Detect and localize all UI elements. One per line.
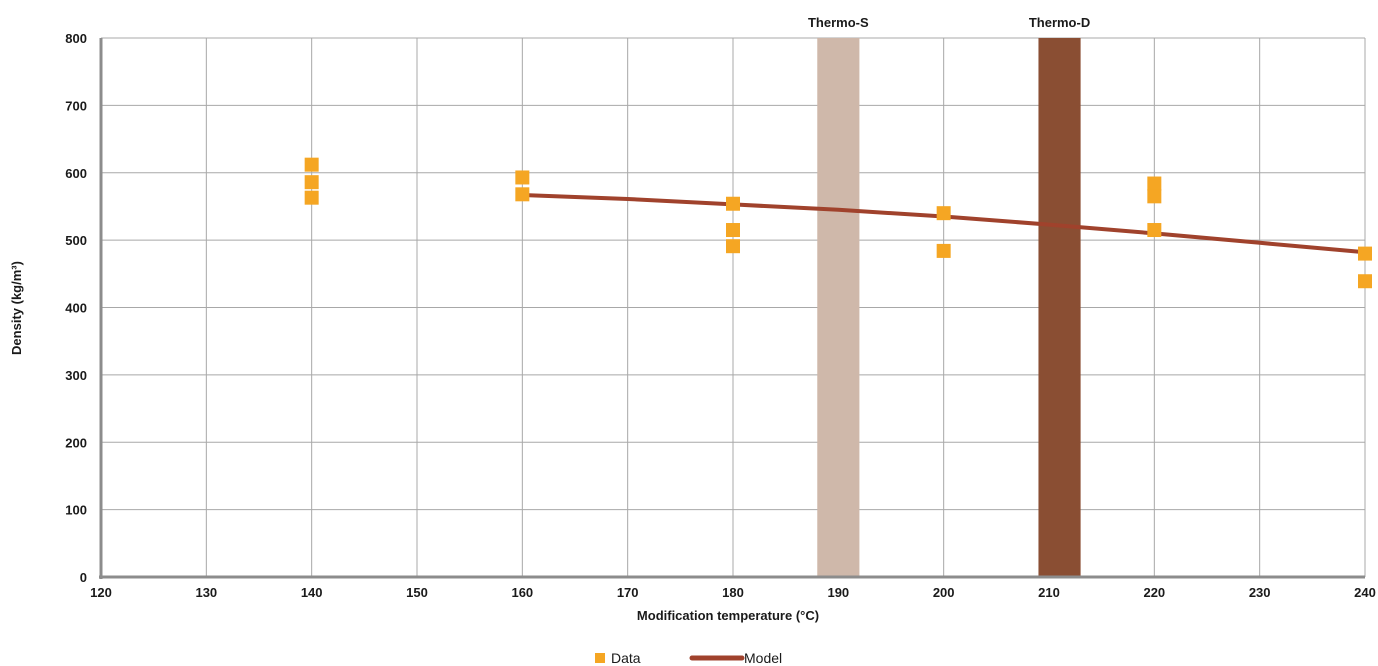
- highlight-bands: Thermo-S Thermo-D: [808, 15, 1090, 577]
- x-tick-label: 200: [933, 585, 955, 600]
- data-point: [726, 239, 740, 254]
- x-tick-label: 130: [195, 585, 217, 600]
- data-series: [304, 157, 1372, 289]
- legend-model-label: Model: [744, 650, 782, 666]
- data-point: [1358, 274, 1372, 289]
- data-point: [726, 223, 740, 238]
- y-tick-label: 500: [65, 233, 87, 248]
- data-point: [936, 206, 951, 221]
- legend-data-label: Data: [611, 650, 641, 666]
- band: [1038, 38, 1081, 577]
- x-tick-label: 190: [827, 585, 849, 600]
- data-point: [1147, 176, 1162, 191]
- data-point: [515, 170, 530, 185]
- y-axis-title: Density (kg/m³): [9, 261, 24, 355]
- data-point: [1147, 223, 1162, 238]
- grid-lines: [100, 37, 1366, 577]
- y-tick-label: 800: [65, 31, 87, 46]
- y-tick-label: 0: [80, 570, 87, 585]
- x-tick-label: 220: [1143, 585, 1165, 600]
- band-label: Thermo-S: [808, 15, 869, 30]
- x-tick-label: 240: [1354, 585, 1376, 600]
- x-tick-label: 150: [406, 585, 428, 600]
- x-axis-title: Modification temperature (°C): [637, 608, 819, 623]
- legend-data-swatch: [595, 653, 605, 663]
- data-point: [1147, 189, 1162, 204]
- data-point: [936, 243, 951, 258]
- x-tick-label: 160: [511, 585, 533, 600]
- y-tick-label: 400: [65, 301, 87, 316]
- y-tick-label: 700: [65, 98, 87, 113]
- data-point: [1358, 246, 1372, 261]
- x-tick-label: 180: [722, 585, 744, 600]
- x-tick-label: 230: [1249, 585, 1271, 600]
- x-axis-ticks: 120 130 140 150 160 170 180 190 200 210 220 230 240: [90, 585, 1376, 600]
- y-tick-label: 100: [65, 503, 87, 518]
- data-point: [304, 157, 319, 172]
- x-tick-label: 210: [1038, 585, 1060, 600]
- x-tick-label: 170: [617, 585, 639, 600]
- x-tick-label: 140: [301, 585, 323, 600]
- y-axis-ticks: 0 100 200 300 400 500 600 700 800: [65, 31, 87, 585]
- y-tick-label: 600: [65, 166, 87, 181]
- data-point: [726, 196, 740, 211]
- axes: [99, 38, 1365, 579]
- y-tick-label: 200: [65, 435, 87, 450]
- data-point: [304, 175, 319, 190]
- band-label: Thermo-D: [1029, 15, 1090, 30]
- x-tick-label: 120: [90, 585, 112, 600]
- band: [817, 38, 860, 577]
- legend: Data Model: [595, 650, 782, 666]
- data-point: [515, 187, 530, 202]
- data-point: [304, 190, 319, 205]
- y-tick-label: 300: [65, 368, 87, 383]
